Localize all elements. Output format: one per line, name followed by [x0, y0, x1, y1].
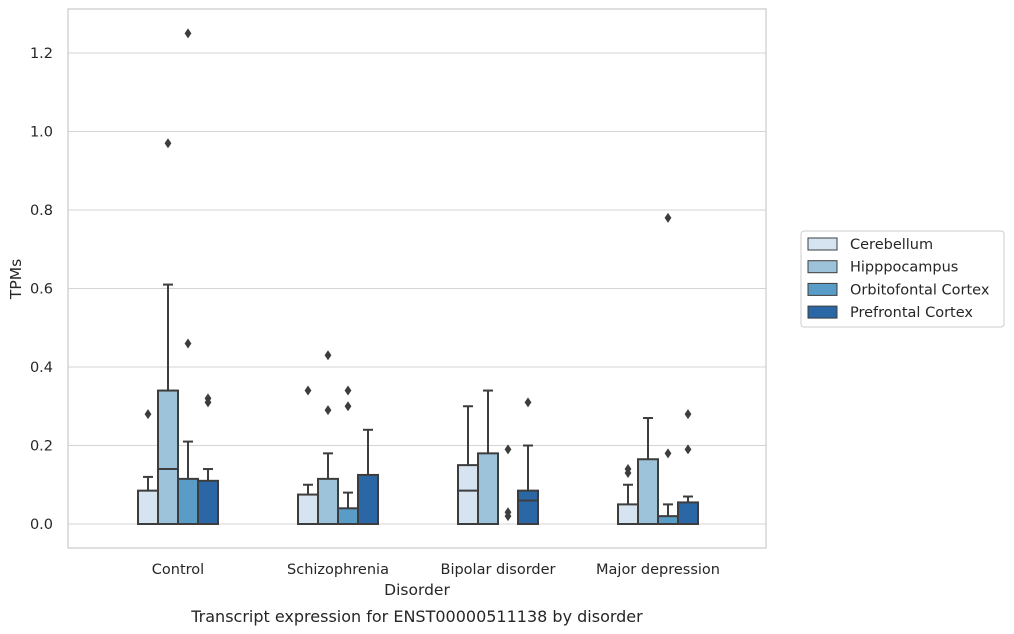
legend-frame	[800, 230, 1005, 328]
legend-label: Prefrontal Cortex	[850, 305, 973, 321]
y-tick-label: 1.0	[30, 125, 53, 141]
box	[677, 501, 699, 526]
x-tick-label: Control	[152, 562, 204, 578]
box	[517, 489, 539, 526]
box	[357, 473, 379, 525]
box-plot	[157, 138, 179, 525]
outlier-point	[664, 448, 672, 459]
outlier-point	[304, 385, 312, 396]
outlier-point	[324, 405, 332, 416]
box-plot	[517, 397, 539, 526]
x-tick-label: Bipolar disorder	[441, 562, 556, 578]
grid	[68, 52, 766, 525]
box-plot	[317, 350, 339, 525]
x-axis-label: Disorder	[384, 581, 450, 599]
box	[457, 464, 479, 525]
legend-swatch	[807, 260, 838, 274]
box-plot	[637, 417, 659, 525]
box-plots	[137, 28, 699, 526]
outlier-point	[204, 393, 212, 404]
box-plot	[337, 385, 359, 525]
outlier-point	[664, 212, 672, 223]
outlier-point	[504, 444, 512, 455]
box	[337, 507, 359, 525]
box-plot	[137, 409, 159, 526]
outlier-point	[344, 401, 352, 412]
y-axis-ticks: 0.0 0.2 0.4 0.6 0.8 1.0 1.2	[30, 46, 53, 533]
box-plot	[617, 464, 639, 525]
outlier-point	[184, 338, 192, 349]
box	[157, 389, 179, 525]
box-plot	[357, 428, 379, 525]
y-tick-label: 1.2	[30, 46, 53, 62]
legend-label: Hipppocampus	[850, 260, 958, 276]
box	[297, 493, 319, 525]
outlier-point	[144, 409, 152, 420]
box	[197, 479, 219, 526]
box-plot	[177, 28, 199, 525]
x-tick-label: Schizophrenia	[287, 562, 389, 578]
plot-frame	[67, 8, 767, 549]
box	[477, 452, 499, 526]
x-axis-ticks: Control Schizophrenia Bipolar disorder Majo…	[152, 562, 720, 578]
legend-swatch	[807, 237, 838, 251]
x-tick-label: Major depression	[596, 562, 720, 578]
chart-title: Transcript expression for ENST0000051113…	[190, 607, 643, 626]
y-tick-label: 0.4	[30, 360, 53, 376]
outlier-point	[164, 138, 172, 149]
box-plot	[677, 409, 699, 526]
legend: Cerebellum Hipppocampus Orbitofontal Corte…	[800, 230, 1005, 328]
outlier-point	[324, 350, 332, 361]
y-axis-label: TPMs	[7, 259, 25, 300]
y-tick-label: 0.8	[30, 203, 53, 219]
outlier-point	[524, 397, 532, 408]
outlier-point	[624, 464, 632, 475]
box-plot	[477, 389, 499, 526]
outlier-point	[684, 444, 692, 455]
box-plot	[297, 385, 319, 525]
outlier-point	[184, 28, 192, 39]
box-plot	[197, 393, 219, 526]
box-plot	[657, 212, 679, 526]
legend-swatch	[807, 305, 838, 319]
legend-label: Cerebellum	[850, 237, 933, 253]
legend-swatch	[807, 282, 838, 296]
legend-label: Orbitofontal Cortex	[850, 282, 990, 298]
box-plot	[504, 444, 512, 522]
outlier-point	[684, 409, 692, 420]
y-tick-label: 0.0	[30, 517, 53, 533]
outlier-point	[504, 507, 512, 518]
box	[637, 458, 659, 525]
outlier-point	[344, 385, 352, 396]
y-tick-label: 0.2	[30, 439, 53, 455]
y-tick-label: 0.6	[30, 282, 53, 298]
box-plot	[457, 405, 479, 525]
box	[657, 515, 679, 526]
box	[137, 489, 159, 526]
box	[317, 477, 339, 525]
box	[617, 503, 639, 525]
box	[177, 477, 199, 525]
